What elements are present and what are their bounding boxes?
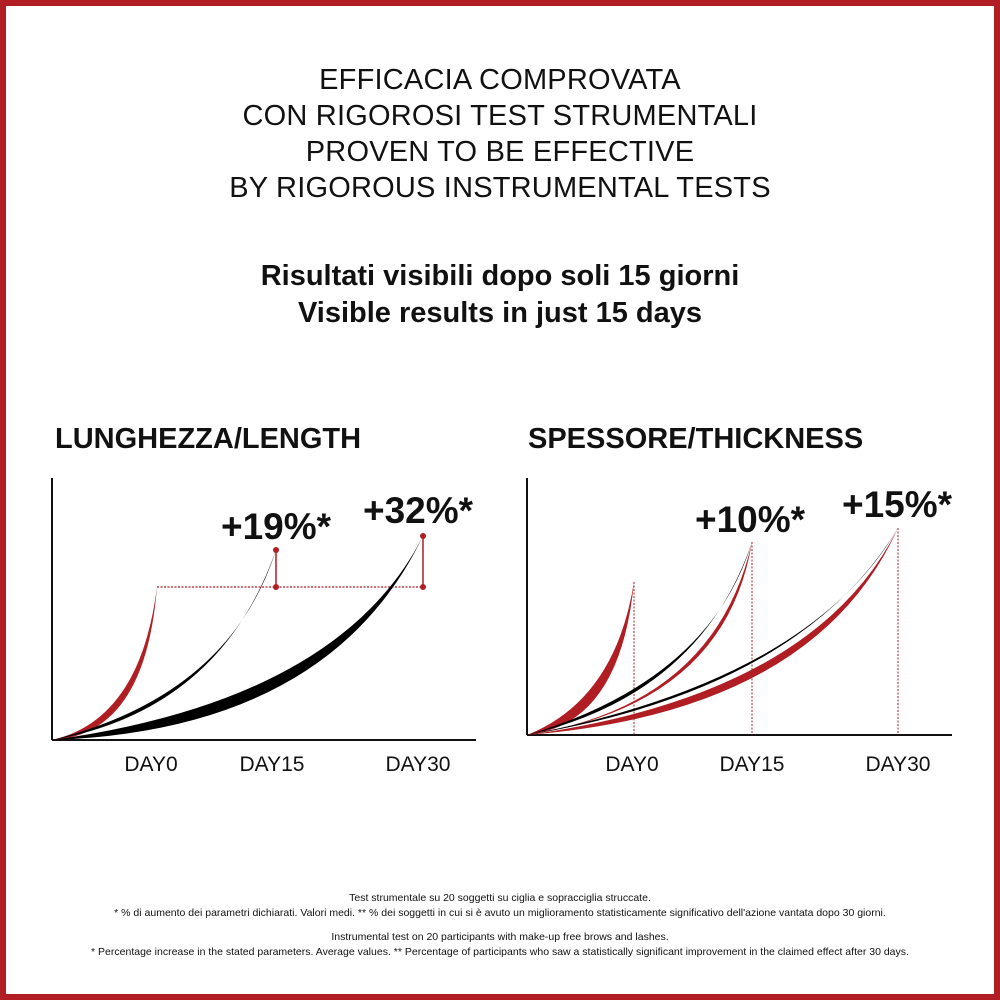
- x-tick-label: DAY15: [720, 753, 785, 776]
- subheading: Risultati visibili dopo soli 15 giorni V…: [0, 258, 1000, 332]
- x-tick-label: DAY0: [605, 753, 658, 776]
- x-tick-label: DAY0: [124, 753, 177, 776]
- increase-label-day30: +15%*: [842, 484, 953, 525]
- day15-curve: [527, 542, 752, 735]
- heading-line: CON RIGOROSI TEST STRUMENTALI: [242, 100, 758, 132]
- x-tick-label: DAY15: [240, 753, 305, 776]
- day15-curve: [52, 550, 276, 740]
- footnote-line: * Percentage increase in the stated para…: [91, 946, 909, 958]
- heading-line: PROVEN TO BE EFFECTIVE: [305, 136, 695, 168]
- day0-curve: [527, 582, 634, 735]
- length-chart-title: LUNGHEZZA/LENGTH: [55, 423, 362, 455]
- subheading-line: Risultati visibili dopo soli 15 giorni: [260, 260, 740, 292]
- increase-label-day15: +19%*: [221, 506, 332, 547]
- footnote-line: Instrumental test on 20 participants wit…: [331, 931, 669, 943]
- x-tick-label: DAY30: [866, 753, 931, 776]
- day30-curve: [527, 528, 898, 735]
- heading-line: BY RIGOROUS INSTRUMENTAL TESTS: [229, 172, 771, 204]
- footnote-line: Test strumentale su 20 soggetti su cigli…: [349, 892, 651, 904]
- footnotes-italian: Test strumentale su 20 soggetti su cigli…: [0, 891, 1000, 921]
- day0-curve: [52, 587, 157, 740]
- marker-dot: [273, 547, 279, 553]
- heading-line: EFFICACIA COMPROVATA: [319, 64, 681, 96]
- footnotes-english: Instrumental test on 20 participants wit…: [0, 930, 1000, 960]
- thickness-chart: +10%* +15%* DAY0 DAY15 DAY30: [526, 478, 953, 776]
- day15-curve-dark: [527, 542, 752, 735]
- day30-curve: [52, 536, 423, 740]
- footnote-line: * % di aumento dei parametri dichiarati.…: [114, 907, 886, 919]
- marker-dot: [273, 584, 279, 590]
- subheading-line: Visible results in just 15 days: [297, 297, 703, 329]
- increase-label-day15: +10%*: [695, 499, 806, 540]
- thickness-chart-title: SPESSORE/THICKNESS: [528, 423, 864, 455]
- marker-dot: [420, 584, 426, 590]
- increase-label-day30: +32%*: [363, 490, 474, 531]
- length-chart: +19%* +32%* DAY0 DAY15 DAY30: [51, 478, 476, 776]
- x-tick-label: DAY30: [386, 753, 451, 776]
- main-heading: EFFICACIA COMPROVATA CON RIGOROSI TEST S…: [0, 62, 1000, 206]
- marker-dot: [420, 533, 426, 539]
